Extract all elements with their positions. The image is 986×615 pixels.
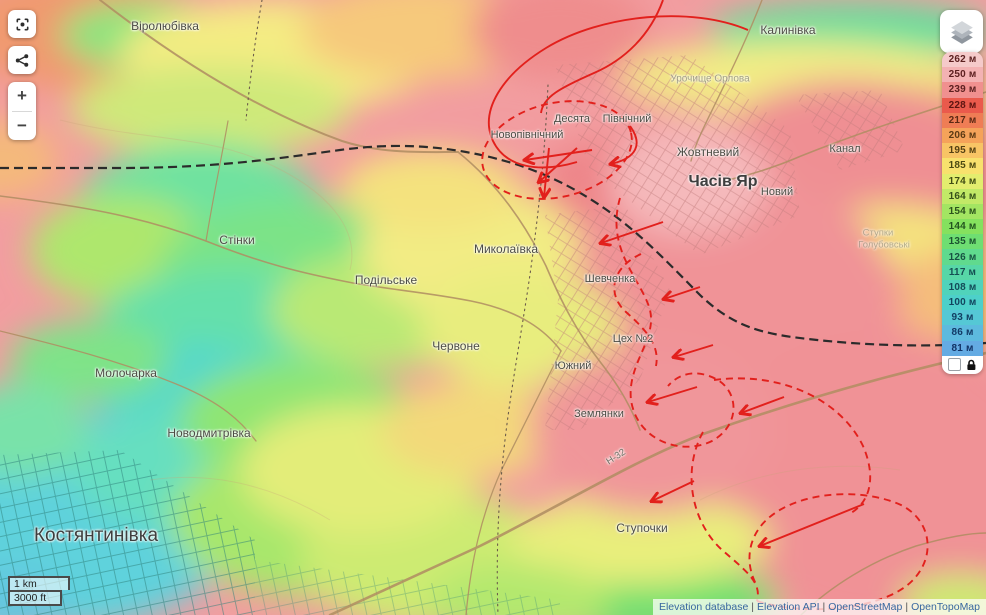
legend-row[interactable]: 100 м: [942, 295, 983, 311]
scale-control: 1 km 3000 ft: [8, 576, 70, 606]
layers-icon: [950, 20, 973, 44]
fullscreen-button[interactable]: [8, 10, 36, 38]
legend-row[interactable]: 126 м: [942, 249, 983, 265]
legend-row[interactable]: 262 м: [942, 52, 983, 68]
legend-row[interactable]: 108 м: [942, 279, 983, 295]
elevation-legend: 262 м 250 м 239 м 228 м 217 м 206 м 195 м 185 м…: [942, 52, 983, 374]
attack-arrows: [525, 125, 865, 546]
lock-icon[interactable]: [966, 359, 977, 371]
legend-row[interactable]: 86 м: [942, 325, 983, 341]
attribution-link[interactable]: OpenTopoMap: [911, 601, 980, 613]
attribution-separator: |: [905, 601, 909, 613]
legend-row[interactable]: 250 м: [942, 67, 983, 83]
share-button[interactable]: [8, 46, 36, 74]
legend-row[interactable]: 174 м: [942, 173, 983, 189]
zoom-out-button[interactable]: −: [17, 115, 27, 135]
attribution-link[interactable]: OpenStreetMap: [828, 601, 903, 613]
legend-row[interactable]: 93 м: [942, 310, 983, 326]
legend-rows: 262 м 250 м 239 м 228 м 217 м 206 м 195 м 185 м…: [942, 52, 983, 356]
legend-row[interactable]: 117 м: [942, 264, 983, 280]
attribution-separator: |: [751, 601, 755, 613]
scale-metric: 1 km: [8, 576, 70, 590]
scale-imperial: 3000 ft: [8, 590, 62, 606]
legend-row[interactable]: 135 м: [942, 234, 983, 250]
attribution-separator: |: [822, 601, 826, 613]
attribution-bar: Elevation database | Elevation API | OpenStr…: [652, 599, 986, 615]
layers-button[interactable]: [940, 10, 983, 53]
legend-row[interactable]: 206 м: [942, 127, 983, 144]
street-grids: [0, 55, 905, 615]
share-icon: [15, 53, 28, 67]
legend-row[interactable]: 185 м: [942, 158, 983, 174]
zoom-control: + −: [8, 82, 36, 140]
scan-focus-icon: [16, 18, 28, 30]
legend-opacity-checkbox[interactable]: [948, 358, 961, 372]
legend-row[interactable]: 144 м: [942, 219, 983, 235]
legend-row[interactable]: 81 м: [942, 340, 983, 356]
legend-row[interactable]: 195 м: [942, 143, 983, 159]
legend-row[interactable]: 239 м: [942, 82, 983, 98]
legend-row[interactable]: 228 м: [942, 97, 983, 113]
zoom-divider: [12, 110, 32, 112]
zoom-in-button[interactable]: +: [17, 86, 27, 106]
railway-line: [0, 144, 986, 347]
legend-row[interactable]: 217 м: [942, 112, 983, 128]
front-line-overlay: [481, 0, 929, 611]
attribution-link[interactable]: Elevation database: [658, 601, 749, 613]
legend-footer: [942, 355, 983, 374]
attribution-link[interactable]: Elevation API: [757, 601, 820, 613]
legend-row[interactable]: 154 м: [942, 203, 983, 220]
legend-row[interactable]: 164 м: [942, 188, 983, 204]
